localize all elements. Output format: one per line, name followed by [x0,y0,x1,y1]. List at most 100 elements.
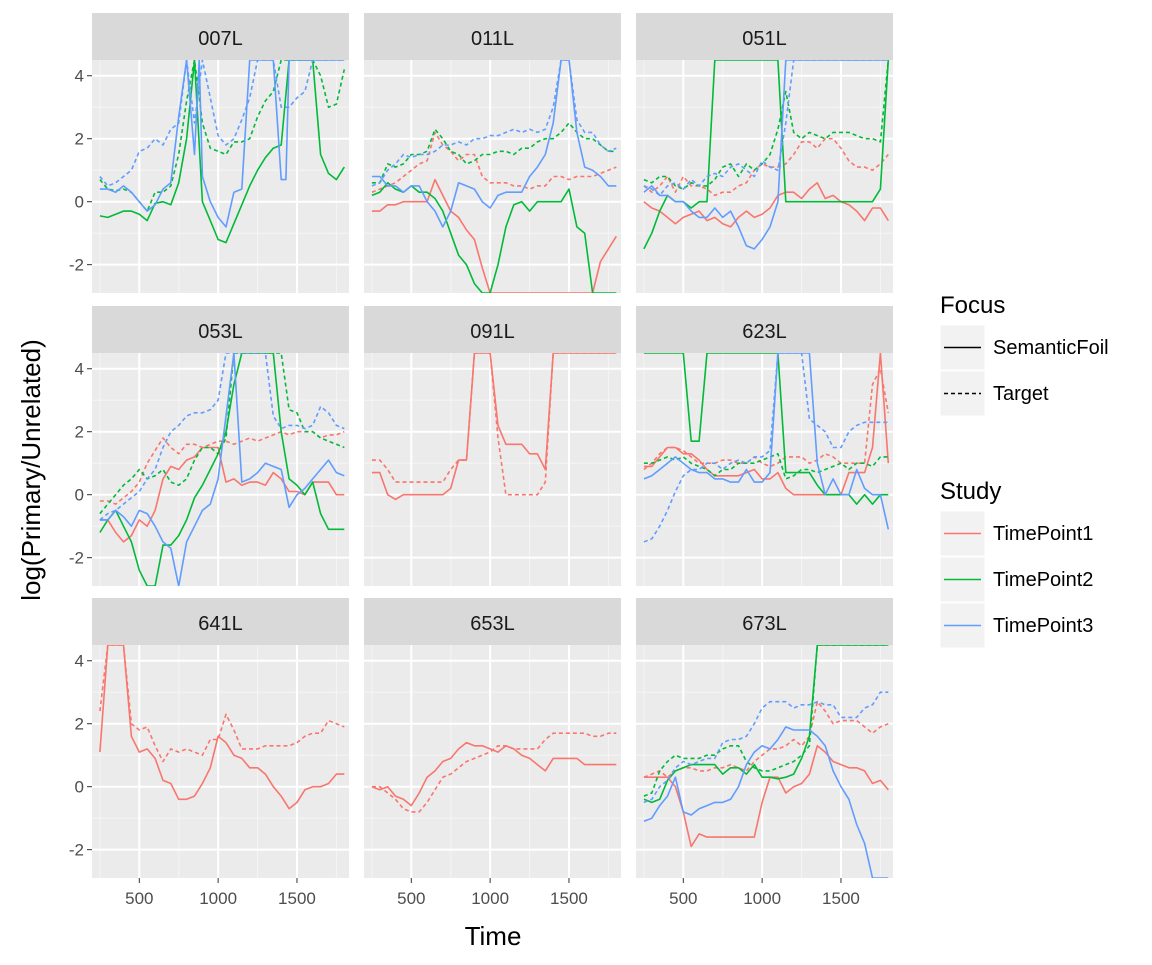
series-line-timepoint3-semanticfoil [643,726,889,878]
panel-background [364,353,621,586]
y-tick-label: 2 [75,715,84,734]
x-tick-label: 1000 [199,889,237,908]
legend-title: Focus [940,292,1005,319]
series-line-timepoint3-target [99,353,345,521]
panel-background [364,645,621,878]
x-tick-label: 500 [125,889,153,908]
panel-series [643,353,890,543]
legend-label: Target [993,383,1049,405]
panel-background [636,60,893,293]
series-line-timepoint3-semanticfoil [371,60,617,228]
series-line-timepoint1-target [643,137,889,197]
series-line-timepoint2-target [371,122,617,184]
panel-background [636,353,893,586]
series-line-timepoint2-target [643,645,889,797]
panel-background [364,60,621,293]
panel-background [92,645,349,878]
panel-strip [636,306,893,353]
legend-label: TimePoint3 [993,615,1093,637]
panel-strip [92,13,349,60]
panel-strip [364,13,621,60]
panel-background [92,353,349,586]
panel-series [371,353,617,501]
series-line-timepoint2-target [643,60,890,190]
series-line-timepoint1-target [99,645,345,763]
panel-background [92,60,349,293]
x-tick-label: 1000 [743,889,781,908]
panel-title: 007L [198,28,243,50]
y-tick-label: 0 [75,486,84,505]
panel-007L: 007L -2 0 2 4 [69,13,349,293]
y-tick-label: 0 [75,193,84,212]
series-line-timepoint3-target [643,60,889,197]
y-tick-label: 4 [75,67,84,86]
series-line-timepoint1-semanticfoil [371,178,617,293]
y-tick-label: 0 [75,778,84,797]
panel-background [636,645,893,878]
panel-series [643,60,890,250]
series-line-timepoint2-semanticfoil [643,645,889,804]
panel-title: 673L [742,613,787,635]
legend-label: TimePoint1 [993,523,1093,545]
x-axis-title: Time [465,921,522,951]
series-line-timepoint3-target [643,353,889,543]
series-line-timepoint3-semanticfoil [99,60,345,228]
panel-series [371,60,617,293]
panel-title: 053L [198,321,243,343]
panel-strip [92,598,349,645]
y-axis-title: log(Primary/Unrelated) [16,339,46,601]
legend-title: Study [940,478,1001,505]
series-line-timepoint1-target [371,131,617,193]
panels-layer: 007L -2 0 2 4 011L 051L 053L -2 0 2 4 091L 623L 641L -2… [69,13,893,908]
series-line-timepoint1-semanticfoil [643,182,889,228]
x-tick-label: 1500 [822,889,860,908]
series-line-timepoint3-semanticfoil [643,353,890,530]
series-line-timepoint1-target [371,732,617,813]
series-line-timepoint1-target [643,367,890,471]
panel-053L: 053L -2 0 2 4 [69,306,349,586]
y-tick-label: 2 [75,423,84,442]
panel-title: 091L [470,321,515,343]
y-tick-label: -2 [69,841,84,860]
panel-011L: 011L [364,13,621,293]
series-line-timepoint3-target [99,60,345,187]
panel-strip [636,13,893,60]
legend-group-study: Study TimePoint1 TimePoint2 TimePoint3 [939,478,1093,649]
series-line-timepoint1-target [371,353,617,496]
x-tick-label: 500 [669,889,697,908]
y-tick-label: 4 [75,652,84,671]
panel-strip [364,598,621,645]
series-line-timepoint1-semanticfoil [371,741,617,807]
x-tick-label: 1000 [471,889,509,908]
panel-623L: 623L [636,306,893,586]
series-line-timepoint3-semanticfoil [643,60,889,250]
series-line-timepoint3-semanticfoil [99,353,345,586]
panel-series [371,732,617,813]
panel-title: 011L [471,28,514,50]
panel-title: 051L [742,28,787,50]
x-tick-label: 1500 [278,889,316,908]
panel-series [643,645,889,878]
series-line-timepoint1-semanticfoil [643,353,890,496]
panel-strip [636,598,893,645]
series-line-timepoint1-semanticfoil [99,645,345,810]
panel-title: 641L [198,613,243,635]
y-tick-label: -2 [69,256,84,275]
panel-strip [92,306,349,353]
panel-051L: 051L [636,13,893,293]
legend-group-focus: Focus SemanticFoil Target [939,292,1109,417]
series-line-timepoint1-semanticfoil [643,744,889,848]
panel-641L: 641L -2 0 2 4 500 1000 1500 [69,598,349,908]
x-tick-label: 1500 [550,889,588,908]
panel-091L: 091L [364,306,621,586]
panel-series [99,60,346,244]
series-line-timepoint2-semanticfoil [371,182,617,293]
panel-series [99,353,345,586]
series-line-timepoint3-target [643,691,889,804]
panel-title: 653L [470,613,515,635]
series-line-timepoint2-semanticfoil [99,60,345,244]
panel-653L: 653L 500 1000 1500 [364,598,621,908]
legend-label: TimePoint2 [993,569,1093,591]
